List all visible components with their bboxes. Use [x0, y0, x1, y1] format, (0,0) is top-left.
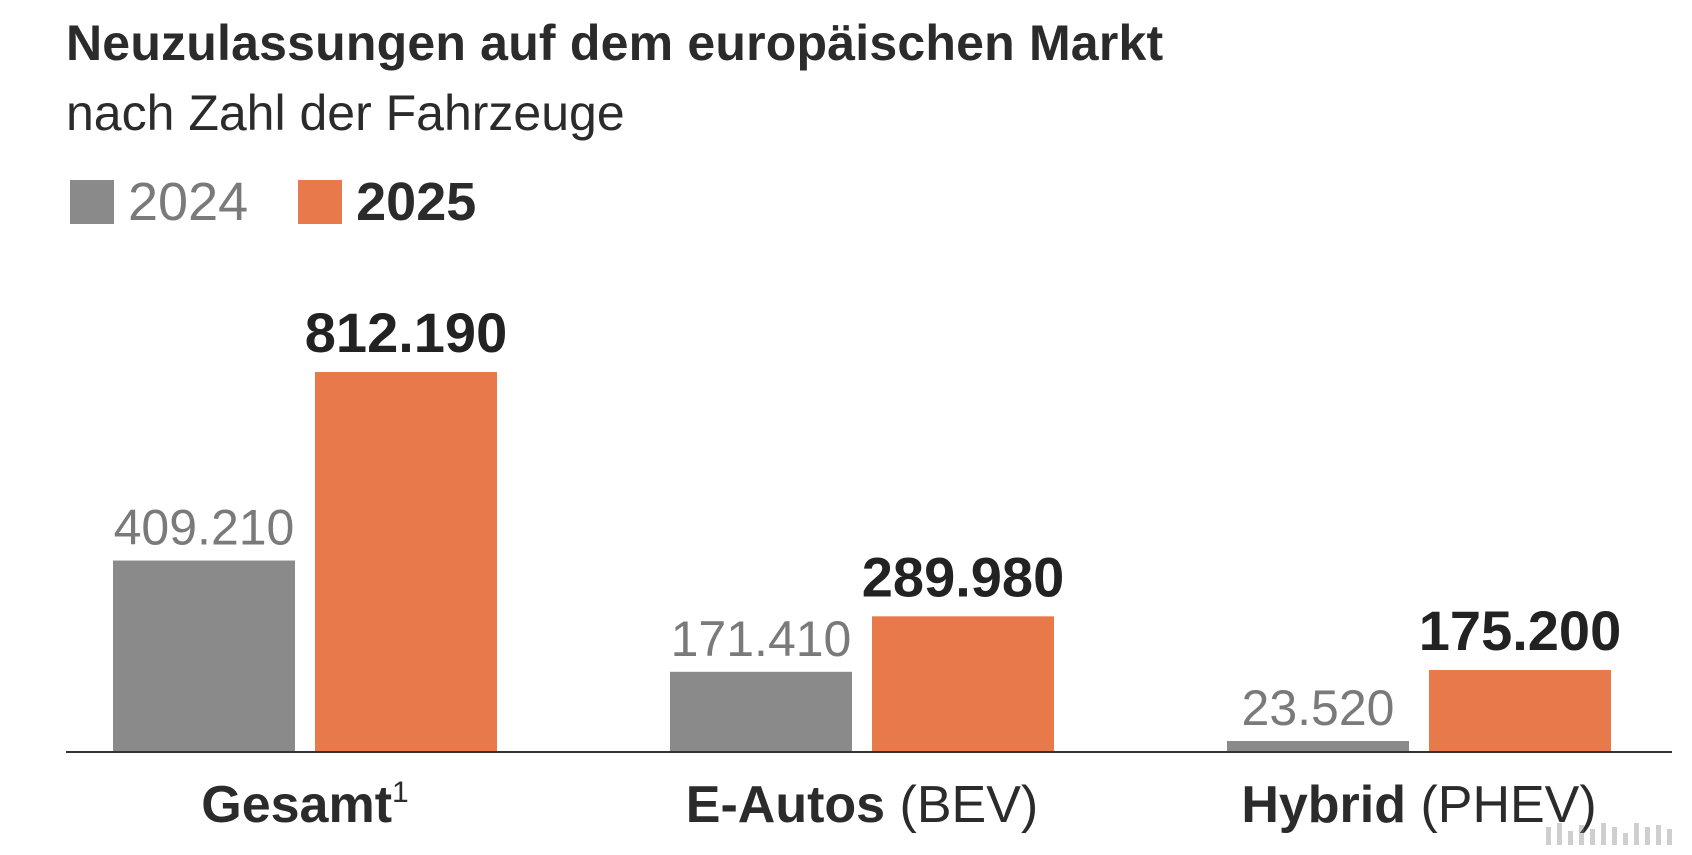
data-label-2025-0: 812.190	[305, 301, 507, 364]
data-label-2025-2: 175.200	[1419, 599, 1621, 662]
data-label-2024-1: 171.410	[671, 611, 852, 667]
chart-title: Neuzulassungen auf dem europäischen Mark…	[66, 15, 1164, 71]
data-label-2024-2: 23.520	[1242, 680, 1395, 736]
bar-2025-0	[315, 372, 497, 752]
watermark	[1546, 823, 1672, 845]
category-label-1: E-Autos (BEV)	[686, 776, 1038, 834]
legend-label-2024: 2024	[128, 172, 249, 232]
data-label-2024-0: 409.210	[114, 500, 295, 556]
bar-2025-2	[1429, 670, 1611, 752]
category-label-0: Gesamt1	[201, 776, 408, 834]
legend-label-2025: 2025	[356, 172, 477, 232]
legend-item-2025: 2025	[298, 172, 476, 232]
legend-item-2024: 2024	[70, 172, 248, 232]
legend: 2024 2025	[70, 172, 526, 232]
bar-2024-1	[670, 671, 852, 752]
bar-2024-2	[1227, 740, 1409, 752]
category-label-2: Hybrid (PHEV)	[1241, 776, 1596, 834]
legend-swatch-2025	[298, 180, 343, 224]
legend-swatch-2024	[70, 180, 114, 224]
data-label-2025-1: 289.980	[862, 545, 1064, 608]
bar-2024-0	[113, 560, 295, 752]
bar-2025-1	[872, 616, 1054, 752]
chart-subtitle: nach Zahl der Fahrzeuge	[66, 85, 625, 141]
